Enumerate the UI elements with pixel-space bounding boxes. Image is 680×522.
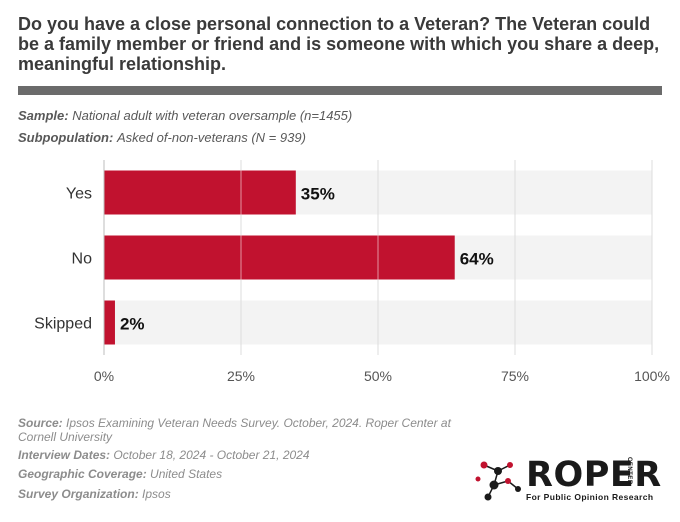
- source-value: Ipsos Examining Veteran Needs Survey. Oc…: [18, 416, 451, 444]
- coverage-line: Geographic Coverage: United States: [18, 467, 222, 481]
- logo-tagline: For Public Opinion Research: [526, 492, 654, 502]
- x-tick-label: 0%: [94, 368, 114, 384]
- organization-label: Survey Organization:: [18, 487, 139, 501]
- x-tick-label: 100%: [634, 368, 670, 384]
- sample-value: National adult with veteran oversample (…: [72, 108, 353, 123]
- source-label: Source:: [18, 416, 63, 430]
- x-tick-label: 75%: [501, 368, 529, 384]
- subpopulation-label: Subpopulation:: [18, 130, 114, 145]
- data-label: 2%: [120, 315, 145, 334]
- x-tick-label: 50%: [364, 368, 392, 384]
- sample-label: Sample:: [18, 108, 69, 123]
- coverage-label: Geographic Coverage:: [18, 467, 147, 481]
- organization-line: Survey Organization: Ipsos: [18, 487, 171, 501]
- sample-line: Sample: National adult with veteran over…: [18, 108, 352, 123]
- bar: [104, 170, 296, 215]
- category-label: No: [72, 251, 93, 268]
- dates-label: Interview Dates:: [18, 448, 111, 462]
- organization-value: Ipsos: [142, 487, 171, 501]
- title-divider: [18, 86, 662, 95]
- dates-value: October 18, 2024 - October 21, 2024: [113, 448, 310, 462]
- source-line: Source: Ipsos Examining Veteran Needs Su…: [18, 416, 488, 444]
- category-label: Yes: [66, 186, 92, 203]
- bar: [104, 235, 455, 280]
- data-label: 35%: [301, 185, 335, 204]
- subpopulation-line: Subpopulation: Asked of-non-veterans (N …: [18, 130, 306, 145]
- logo-wordmark: ROPER: [526, 455, 662, 495]
- dates-line: Interview Dates: October 18, 2024 - Octo…: [18, 448, 310, 462]
- logo-center-text: CENTER: [626, 457, 632, 485]
- bar-chart: 35% Yes 64% No 2% Skipped 0% 25% 50% 75% 100%: [34, 160, 670, 384]
- bar: [104, 300, 115, 345]
- category-label: Skipped: [34, 316, 92, 333]
- data-label: 64%: [460, 250, 494, 269]
- chart-title: Do you have a close personal connection …: [18, 14, 660, 74]
- subpopulation-value: Asked of-non-veterans (N = 939): [116, 130, 306, 145]
- x-tick-label: 25%: [227, 368, 255, 384]
- roper-center-logo: ROPER CENTER For Public Opinion Research: [474, 455, 674, 505]
- molecule-icon: [475, 461, 521, 501]
- coverage-value: United States: [150, 467, 223, 481]
